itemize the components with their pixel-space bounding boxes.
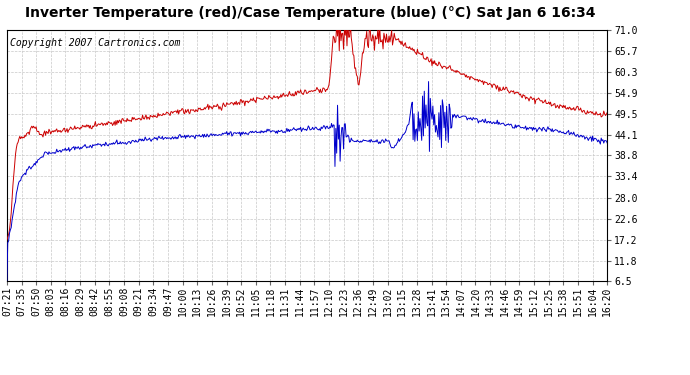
Text: Inverter Temperature (red)/Case Temperature (blue) (°C) Sat Jan 6 16:34: Inverter Temperature (red)/Case Temperat… <box>26 6 595 20</box>
Text: Copyright 2007 Cartronics.com: Copyright 2007 Cartronics.com <box>10 38 180 48</box>
